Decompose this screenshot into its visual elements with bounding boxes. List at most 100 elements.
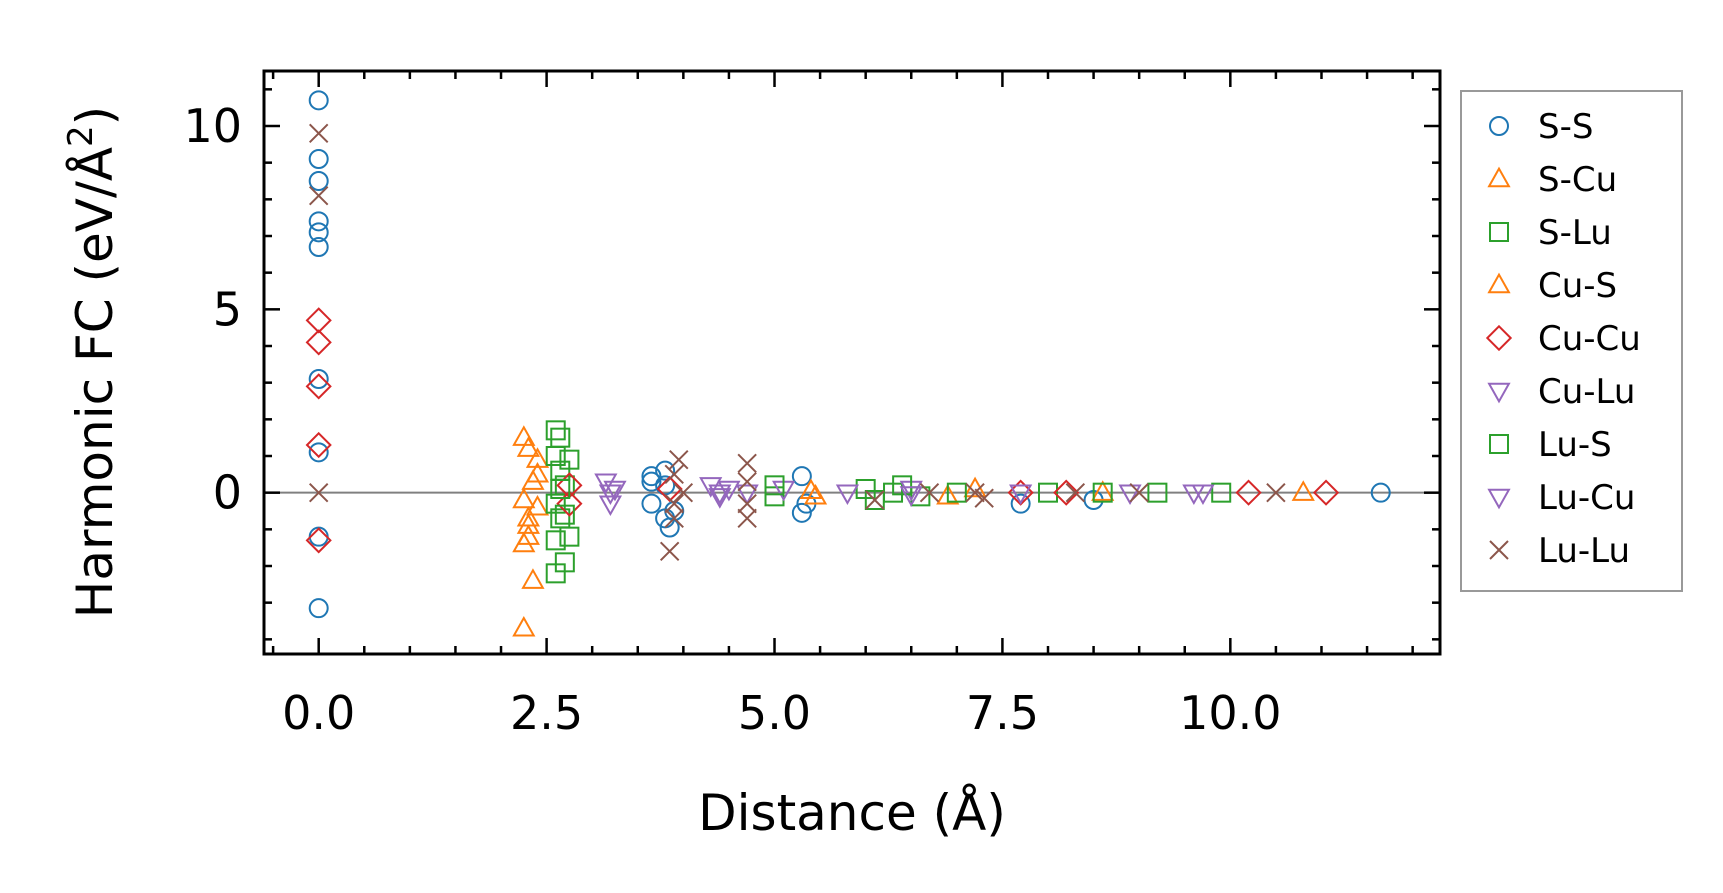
data-point	[525, 494, 550, 516]
x-axis-label: Distance (Å)	[698, 784, 1006, 842]
data-point	[308, 237, 329, 257]
data-point	[550, 427, 571, 448]
data-point	[641, 471, 662, 492]
data-point	[664, 508, 684, 529]
data-point	[554, 504, 575, 525]
series-lu-s	[550, 475, 1113, 525]
data-point	[737, 508, 757, 529]
data-point	[559, 449, 580, 470]
data-point	[308, 90, 329, 111]
data-point	[1010, 493, 1031, 514]
data-point	[525, 447, 550, 468]
legend-marker	[1487, 488, 1511, 510]
data-point	[521, 568, 545, 589]
data-point	[305, 527, 332, 554]
legend-entry-cu-cu: Cu-Cu	[1485, 319, 1641, 359]
data-point	[305, 431, 332, 459]
data-point	[308, 369, 329, 389]
data-point	[516, 513, 540, 534]
data-point	[965, 482, 985, 503]
data-point	[1147, 482, 1168, 503]
data-point	[799, 478, 823, 500]
data-point	[305, 307, 332, 334]
data-point	[803, 483, 828, 505]
data-point	[899, 486, 923, 507]
y-tick-label: 10	[183, 99, 242, 153]
data-point	[545, 446, 566, 466]
legend-marker	[1487, 272, 1511, 294]
data-point	[1053, 479, 1080, 506]
data-point	[308, 123, 329, 144]
data-point	[835, 484, 860, 506]
data-point	[1009, 484, 1033, 506]
data-point	[516, 436, 540, 457]
data-point	[717, 480, 741, 502]
series-cu-s	[516, 469, 1115, 534]
legend-marker	[1485, 324, 1513, 352]
series-s-lu	[545, 420, 1232, 584]
data-point	[594, 473, 618, 495]
legend-label: S-S	[1538, 107, 1593, 147]
x-tick-label: 2.5	[510, 686, 583, 740]
series-s-s	[308, 90, 1391, 619]
data-point	[308, 149, 329, 169]
legend-entry-cu-lu: Cu-Lu	[1487, 372, 1635, 412]
data-point	[308, 211, 329, 232]
data-point	[664, 464, 684, 485]
legend-entry-s-cu: S-Cu	[1487, 160, 1617, 200]
data-point	[516, 524, 540, 545]
data-point	[864, 490, 885, 510]
data-point	[641, 493, 662, 514]
legend-label: Cu-Lu	[1538, 372, 1635, 412]
legend-entry-lu-lu: Lu-Lu	[1489, 531, 1630, 571]
y-axis-label-main: Harmonic FC (eV/Å	[66, 147, 124, 618]
data-point	[735, 484, 759, 506]
legend-entry-s-lu: S-Lu	[1489, 213, 1612, 253]
data-point	[305, 373, 332, 400]
legend-marker	[1489, 434, 1509, 454]
data-point	[708, 484, 732, 506]
data-point	[1129, 482, 1149, 503]
x-tick-label: 10.0	[1179, 686, 1281, 740]
legend-label: Cu-Cu	[1538, 319, 1641, 359]
legend: S-S S-Cu S-Lu Cu-S Cu-Cu Cu-Lu Lu-S Lu-Cu Lu-Lu	[1485, 107, 1641, 571]
data-point	[656, 475, 683, 503]
plot-frame	[262, 69, 1442, 656]
data-point	[655, 475, 676, 496]
data-point	[545, 420, 566, 441]
y-tick-label: 5	[213, 282, 242, 336]
data-point	[305, 329, 332, 356]
data-point	[659, 541, 680, 562]
data-point	[308, 482, 329, 503]
data-point	[946, 482, 967, 503]
data-point	[1118, 484, 1142, 506]
data-point	[550, 479, 571, 499]
data-point	[308, 222, 329, 243]
legend-marker	[1489, 540, 1509, 560]
legend-box	[1460, 90, 1683, 592]
data-point	[1191, 484, 1215, 506]
y-tick-label: 0	[213, 466, 242, 520]
data-point	[708, 488, 732, 509]
data-point	[673, 482, 694, 503]
data-point	[1038, 482, 1058, 503]
data-point	[545, 530, 566, 551]
data-point	[308, 598, 329, 619]
data-point	[598, 484, 623, 506]
data-point	[512, 615, 536, 637]
legend-label: S-Lu	[1538, 213, 1612, 253]
data-point	[664, 501, 685, 521]
data-point	[737, 453, 757, 474]
legend-label: S-Cu	[1538, 160, 1617, 200]
data-point	[791, 502, 812, 523]
data-point	[865, 490, 885, 510]
legend-entry-cu-s: Cu-S	[1487, 266, 1617, 306]
data-points	[305, 90, 1391, 637]
data-point	[1065, 482, 1086, 503]
legend-entry-lu-cu: Lu-Cu	[1487, 478, 1635, 518]
legend-entry-s-s: S-S	[1489, 107, 1593, 147]
data-point	[764, 475, 785, 496]
data-point	[919, 482, 940, 503]
data-point	[559, 526, 580, 547]
